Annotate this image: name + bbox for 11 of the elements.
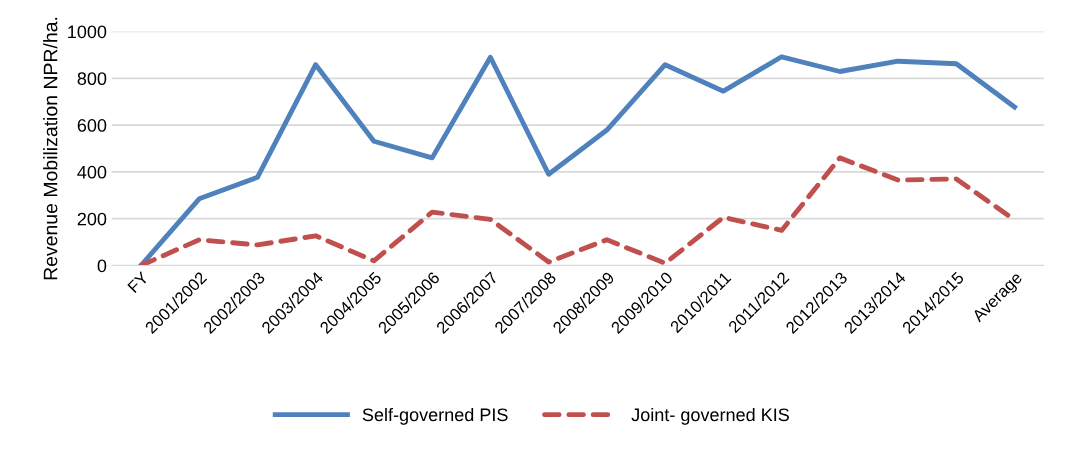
legend-label: Self-governed PIS xyxy=(362,407,508,425)
y-axis-title: Revenue Mobilization NPR/ha. xyxy=(43,17,58,280)
y-tick-label: 200 xyxy=(77,212,107,226)
y-tick-label: 400 xyxy=(77,165,107,179)
x-tick-label: FY xyxy=(127,271,150,293)
y-tick-label: 800 xyxy=(77,72,107,86)
legend-label: Joint- governed KIS xyxy=(631,407,789,425)
line-series xyxy=(138,54,1018,266)
y-tick-label: 600 xyxy=(77,119,107,132)
y-tick-label: 0 xyxy=(97,259,107,273)
y-tick-label: 1000 xyxy=(68,25,107,39)
